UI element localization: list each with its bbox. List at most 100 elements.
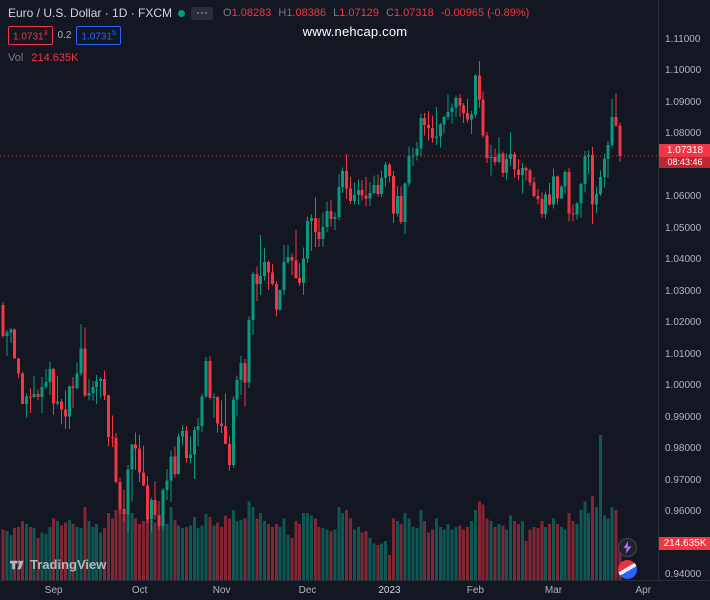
price-axis[interactable]: 1.07318 08:43:46 214.635K 1.11000 1.10000… [658, 0, 710, 580]
volume-bar [118, 507, 122, 580]
open-value: 1.08283 [231, 7, 272, 19]
volume-bar [555, 524, 559, 580]
candle-body [302, 258, 306, 283]
symbol-title[interactable]: Euro / U.S. Dollar · 1D · FXCM [8, 6, 173, 20]
volume-bar [274, 524, 278, 580]
volume-bar [102, 528, 106, 580]
boost-button[interactable] [618, 538, 637, 557]
candle-body [278, 290, 282, 310]
candle-body [462, 105, 466, 114]
candle-body [356, 190, 360, 196]
volume-bar [99, 532, 103, 580]
volume-bar [36, 538, 40, 580]
volume-bar [32, 528, 36, 580]
volume-bar [380, 543, 384, 580]
candle-body [341, 171, 345, 187]
price-axis-label: 1.04000 [665, 254, 702, 266]
candle-body [145, 485, 149, 519]
volume-bar [341, 512, 345, 580]
volume-bar [614, 510, 618, 580]
time-axis[interactable]: Sep Oct Nov Dec 2023 Feb Mar Apr [0, 580, 710, 600]
volume-bar [91, 526, 95, 580]
volume-label: Vol [8, 52, 24, 65]
volume-bar [87, 521, 91, 580]
lightning-icon [623, 541, 632, 554]
candle-body [212, 397, 216, 399]
volume-bar [446, 524, 450, 580]
sell-price-button[interactable]: 1.07313 [8, 26, 53, 46]
candle-body [1, 304, 5, 336]
candle-body [122, 509, 126, 515]
candle-body [134, 444, 138, 449]
volume-bar [294, 521, 298, 580]
candle-body [99, 378, 103, 382]
candle-body [110, 437, 114, 439]
volume-bar [63, 522, 67, 580]
time-axis-label: Nov [212, 585, 231, 596]
volume-bar [333, 529, 337, 580]
volume-bar [1, 529, 5, 580]
volume-bar [348, 518, 352, 580]
legend-more-options-icon[interactable] [191, 6, 214, 20]
volume-indicator-legend[interactable]: Vol 214.635K [8, 52, 529, 64]
candle-body [114, 438, 118, 483]
candle-body [399, 195, 403, 222]
candle-body [419, 118, 423, 149]
volume-bar [220, 526, 224, 580]
volume-bar [477, 501, 481, 580]
volume-bar [505, 529, 509, 580]
volume-bar [212, 525, 216, 580]
candle-body [348, 188, 352, 202]
volume-bar [563, 529, 567, 580]
candle-body [9, 329, 13, 333]
candle-body [583, 156, 587, 184]
volume-bar [110, 518, 114, 580]
volume-bar [309, 515, 313, 580]
candle-body [298, 277, 302, 283]
candle-body [83, 348, 87, 396]
candle-body [309, 217, 313, 221]
volume-bar [583, 501, 587, 580]
candle-body [79, 348, 83, 374]
volume-bar [52, 518, 56, 580]
volume-bar [430, 529, 434, 580]
volume-bar [216, 522, 220, 580]
candle-body [181, 431, 185, 437]
candle-body [36, 394, 40, 398]
candle-body [48, 368, 52, 383]
volume-bar [454, 526, 458, 580]
volume-bar [79, 528, 83, 580]
volume-bar [481, 504, 485, 580]
price-axis-label: 0.99000 [665, 411, 702, 423]
candle-body [321, 226, 325, 239]
volume-bar [419, 510, 423, 580]
candle-body [395, 195, 399, 214]
tradingview-logo[interactable]: TradingView [8, 556, 106, 573]
price-axis-label: 1.11000 [665, 34, 701, 45]
volume-bar [188, 525, 192, 580]
volume-bar [153, 522, 157, 580]
volume-bar [493, 526, 497, 580]
volume-bar [532, 526, 536, 580]
candle-body [481, 99, 485, 136]
instrument-icon-button[interactable] [618, 560, 637, 579]
volume-bar [434, 518, 438, 580]
volume-bar [591, 496, 595, 580]
volume-bar [598, 435, 602, 580]
candle-body [220, 423, 224, 426]
price-axis-label: 1.10000 [665, 65, 702, 77]
time-axis-label: Sep [44, 585, 63, 596]
candle-body [505, 158, 509, 174]
candle-body [251, 274, 255, 321]
time-axis-label: Oct [131, 585, 148, 596]
candle-body [60, 401, 64, 410]
volume-bar [321, 528, 325, 580]
candle-body [512, 154, 516, 170]
volume-bar [282, 518, 286, 580]
volume-bar [579, 510, 583, 580]
chart-plot-area[interactable] [0, 0, 658, 580]
volume-bar [157, 525, 161, 580]
buy-price-button[interactable]: 1.07315 [76, 26, 121, 46]
volume-bar [13, 528, 17, 580]
candlestick-chart[interactable] [0, 0, 658, 580]
